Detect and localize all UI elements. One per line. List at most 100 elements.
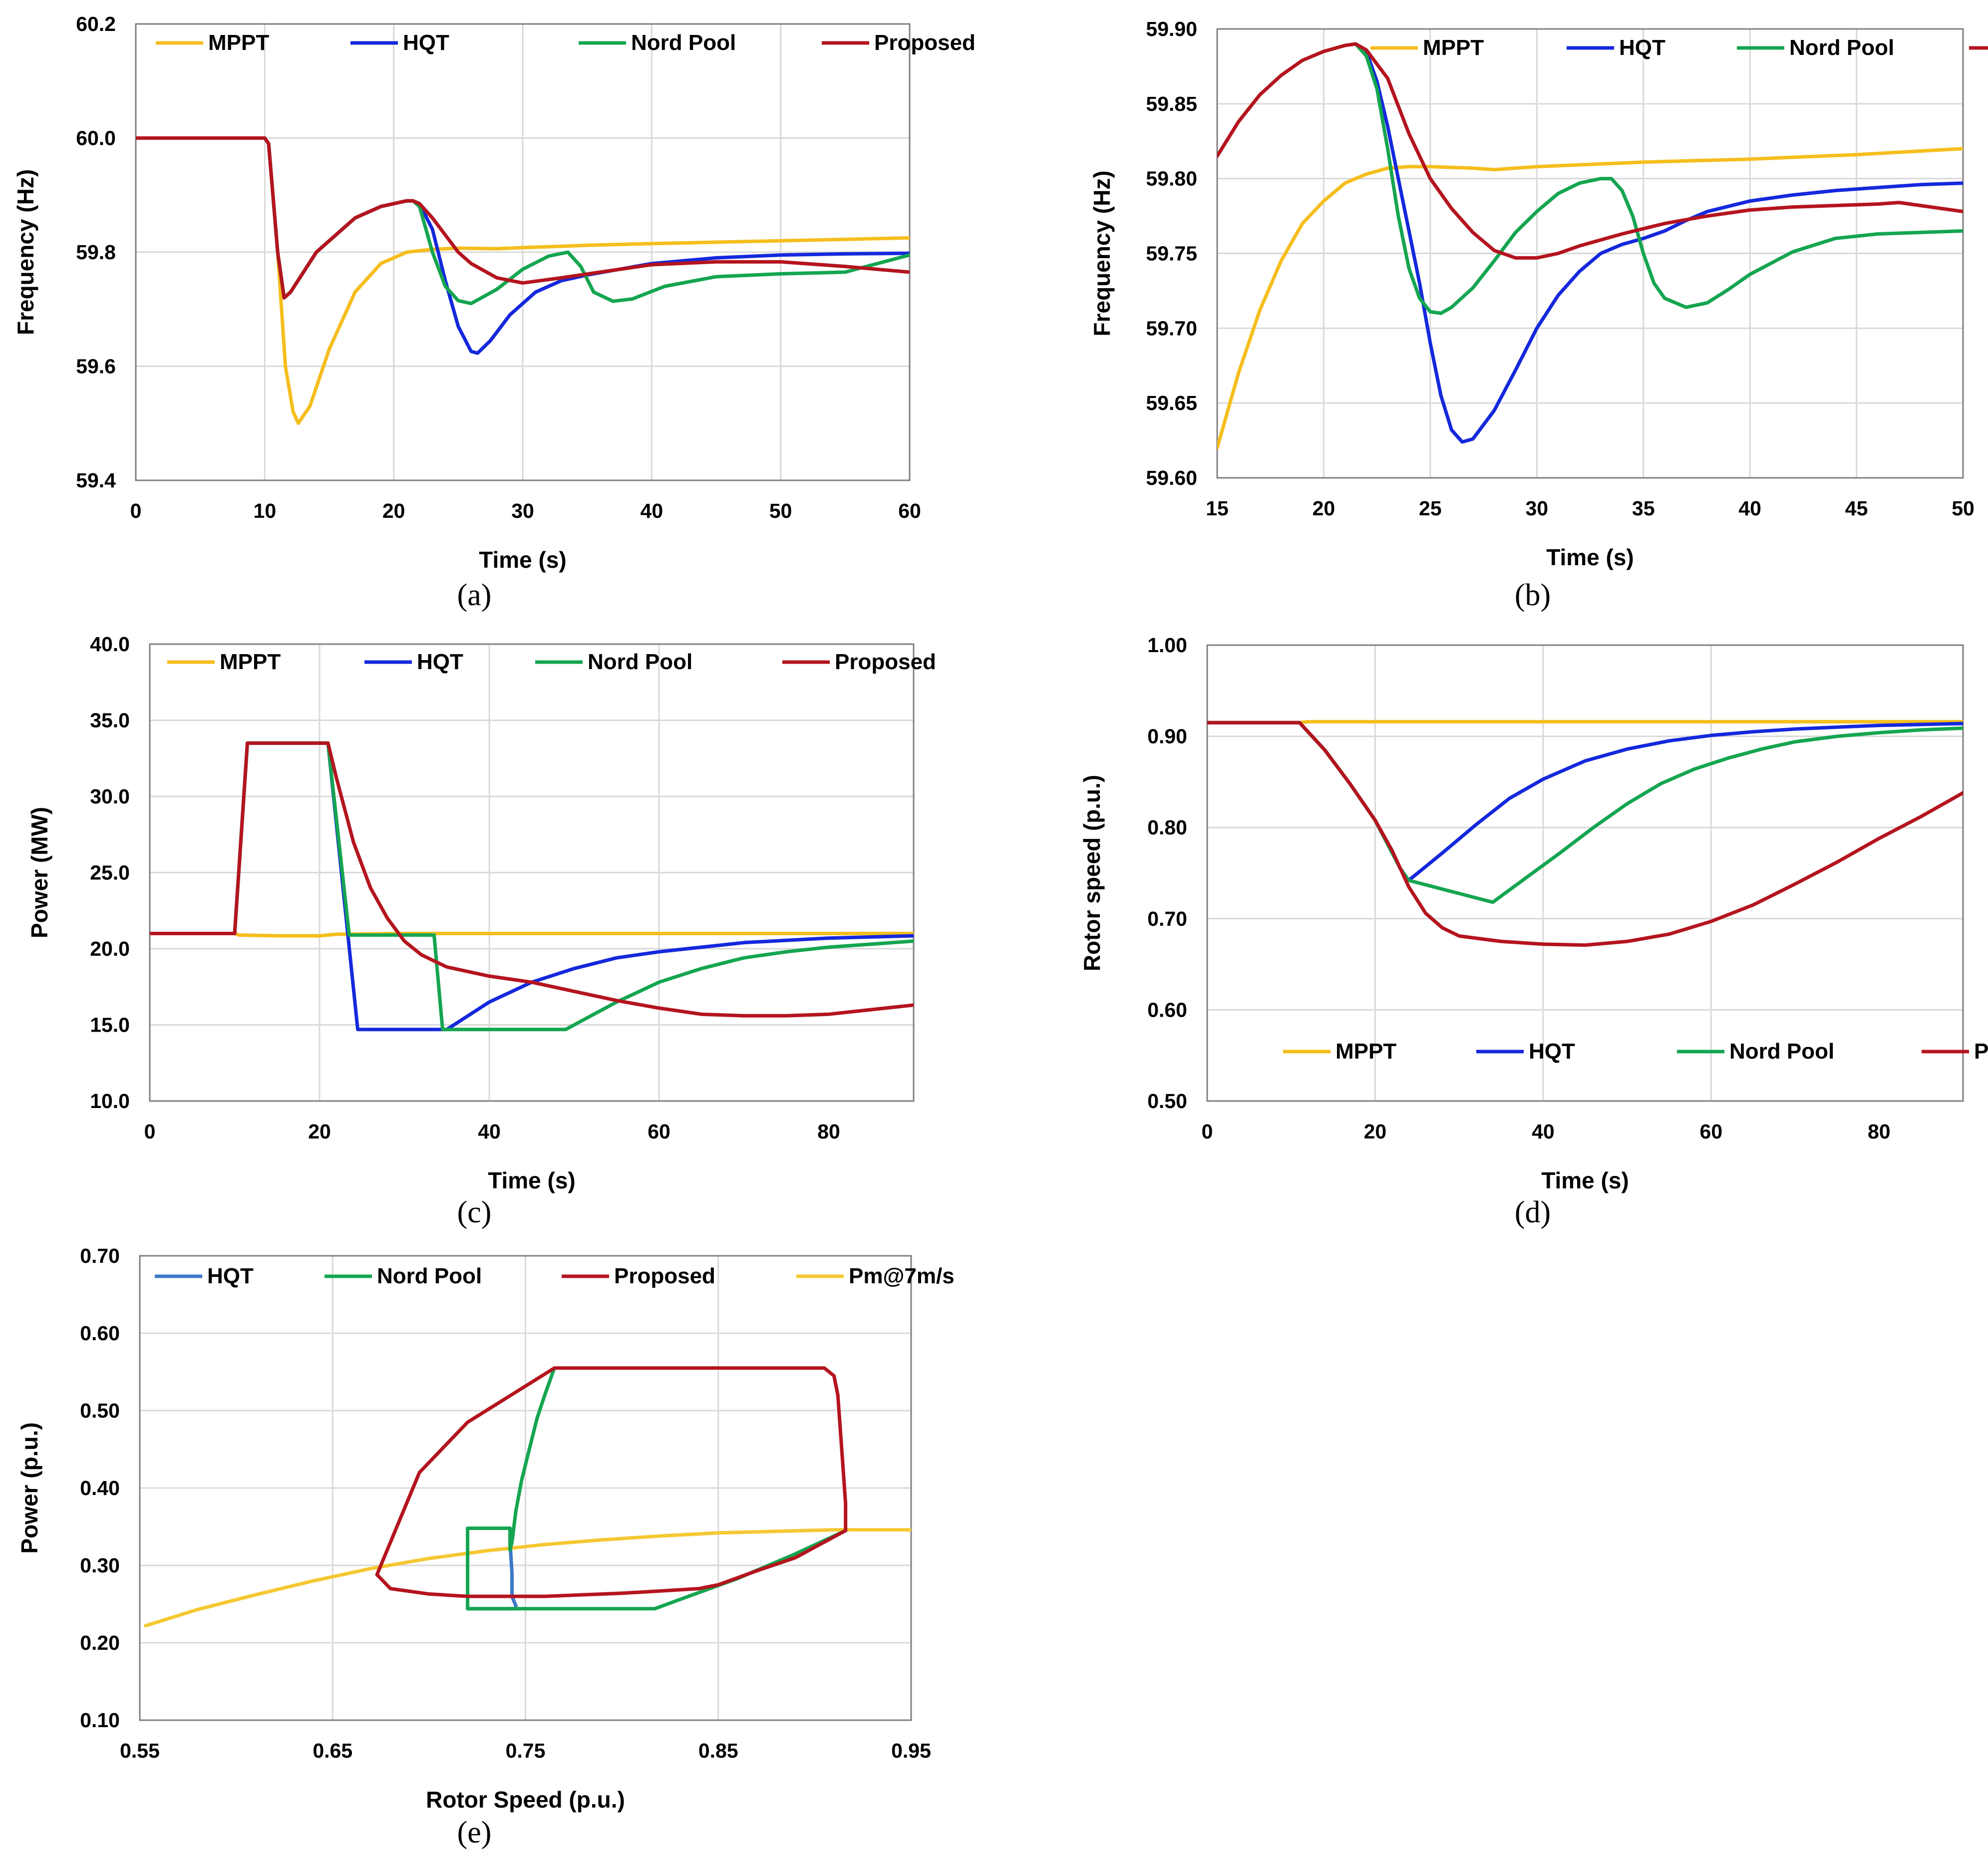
y-tick-label: 0.80 <box>1147 816 1187 839</box>
x-tick-label: 15 <box>1206 497 1229 520</box>
y-tick-label: 1.00 <box>1147 634 1187 657</box>
legend-label-mppt: MPPT <box>1335 1039 1396 1064</box>
x-tick-label: 0.95 <box>891 1739 931 1762</box>
y-tick-label: 59.85 <box>1146 92 1197 115</box>
legend-label-proposed: Proposed <box>1974 1039 1988 1064</box>
series-line-proposed <box>375 1366 848 1598</box>
x-tick-label: 25 <box>1419 497 1442 520</box>
series-line-proposed <box>136 136 910 300</box>
y-axis-label: Frequency (Hz) <box>12 169 38 335</box>
series-line-mppt <box>1217 147 1963 450</box>
panel-caption: (c) <box>457 1195 492 1229</box>
y-axis-label: Frequency (Hz) <box>1089 170 1115 336</box>
legend-label-mppt: MPPT <box>220 650 281 674</box>
y-tick-label: 59.6 <box>76 355 116 378</box>
y-tick-label: 59.80 <box>1146 167 1197 190</box>
x-axis-label: Rotor Speed (p.u.) <box>426 1787 625 1813</box>
y-tick-label: 59.4 <box>76 469 116 492</box>
x-tick-label: 50 <box>769 499 792 522</box>
series-group <box>136 136 910 425</box>
legend-label-nord-pool: Nord Pool <box>588 650 692 674</box>
legend-label-mppt: MPPT <box>208 30 269 55</box>
y-axis-label: Power (p.u.) <box>16 1422 42 1553</box>
y-tick-label: 25.0 <box>90 861 130 884</box>
legend-label-nord-pool: Nord Pool <box>1729 1039 1834 1064</box>
x-axis-label: Time (s) <box>1541 1167 1629 1193</box>
legend-label-hqt: HQT <box>1619 35 1665 60</box>
x-tick-label: 0.75 <box>506 1739 546 1762</box>
y-tick-label: 59.90 <box>1146 17 1197 40</box>
x-tick-label: 40 <box>1738 497 1761 520</box>
series-line-pm-7m-s <box>144 1528 911 1628</box>
series-line-proposed <box>150 741 914 1018</box>
legend-label-proposed: Proposed <box>614 1264 715 1288</box>
y-axis-label: Rotor speed (p.u.) <box>1079 775 1105 972</box>
y-tick-label: 0.50 <box>1147 1090 1187 1113</box>
x-tick-label: 30 <box>511 499 534 522</box>
y-tick-label: 0.60 <box>1147 998 1187 1021</box>
x-axis-label: Time (s) <box>488 1167 576 1193</box>
x-tick-label: 20 <box>382 499 405 522</box>
legend-label-nord-pool: Nord Pool <box>377 1264 482 1288</box>
x-tick-label: 30 <box>1525 497 1548 520</box>
x-tick-label: 45 <box>1845 497 1868 520</box>
y-tick-label: 15.0 <box>90 1014 130 1037</box>
x-axis-label: Time (s) <box>1546 544 1634 570</box>
y-tick-label: 35.0 <box>90 709 130 732</box>
x-tick-label: 0.55 <box>120 1739 160 1762</box>
x-tick-label: 35 <box>1632 497 1655 520</box>
y-tick-label: 20.0 <box>90 937 130 960</box>
y-tick-label: 0.90 <box>1147 725 1187 748</box>
legend-label-nord-pool: Nord Pool <box>1789 35 1894 60</box>
x-tick-label: 20 <box>1313 497 1335 520</box>
plot-frame <box>1206 644 1964 1102</box>
legend-label-pm-7m-s: Pm@7m/s <box>849 1264 955 1288</box>
series-line-proposed <box>1207 721 1963 947</box>
panel-caption: (a) <box>457 578 492 612</box>
legend-label-hqt: HQT <box>403 30 449 55</box>
series-group <box>1217 42 1963 450</box>
y-tick-label: 0.70 <box>80 1244 120 1267</box>
y-tick-label: 59.60 <box>1146 466 1197 489</box>
y-tick-label: 59.8 <box>76 241 116 264</box>
plot-frame <box>149 643 915 1102</box>
x-tick-label: 40 <box>1532 1120 1555 1143</box>
series-line-nord-pool <box>1354 42 1963 315</box>
y-tick-label: 10.0 <box>90 1090 130 1113</box>
series-line-hqt <box>1354 42 1963 444</box>
panel-caption: (d) <box>1515 1195 1551 1229</box>
y-tick-label: 0.60 <box>80 1322 120 1345</box>
panel-b: 15 20 25 30 35 40 45 50 59.60 59.65 59.70 59.75 59.8… <box>1089 17 1988 612</box>
y-tick-label: 0.50 <box>80 1399 120 1422</box>
y-tick-label: 0.70 <box>1147 907 1187 930</box>
panel-caption: (e) <box>457 1816 492 1850</box>
x-tick-label: 60 <box>1700 1120 1723 1143</box>
y-tick-label: 40.0 <box>90 633 130 656</box>
x-tick-label: 0.85 <box>698 1739 738 1762</box>
plot-frame <box>1216 28 1964 479</box>
legend-label-mppt: MPPT <box>1423 35 1484 60</box>
panel-c: 0 20 40 60 80 10.0 15.0 20.0 25.0 30.0 35.0 40.0 Tim… <box>26 633 936 1229</box>
y-tick-label: 0.40 <box>80 1477 120 1499</box>
series-line-proposed <box>1217 42 1963 260</box>
x-tick-label: 60 <box>898 499 921 522</box>
legend-label-hqt: HQT <box>207 1264 254 1288</box>
series-group <box>150 741 914 1032</box>
plot-frame <box>139 1255 912 1721</box>
panel-e: 0.55 0.65 0.75 0.85 0.95 0.10 0.20 0.30 0.40 0.50… <box>16 1244 955 1850</box>
x-axis-label: Time (s) <box>479 547 567 573</box>
x-tick-label: 0 <box>1202 1120 1213 1143</box>
legend-label-hqt: HQT <box>1529 1039 1575 1064</box>
series-line-nord-pool <box>466 1366 848 1611</box>
x-tick-label: 60 <box>648 1120 670 1143</box>
x-tick-label: 0.65 <box>313 1739 352 1762</box>
x-tick-label: 80 <box>817 1120 840 1143</box>
y-tick-label: 0.30 <box>80 1554 120 1577</box>
series-group <box>144 1366 911 1628</box>
series-group <box>1207 720 1963 947</box>
y-tick-label: 59.75 <box>1146 242 1197 265</box>
x-tick-label: 40 <box>641 499 663 522</box>
series-line-mppt <box>1207 720 1963 725</box>
